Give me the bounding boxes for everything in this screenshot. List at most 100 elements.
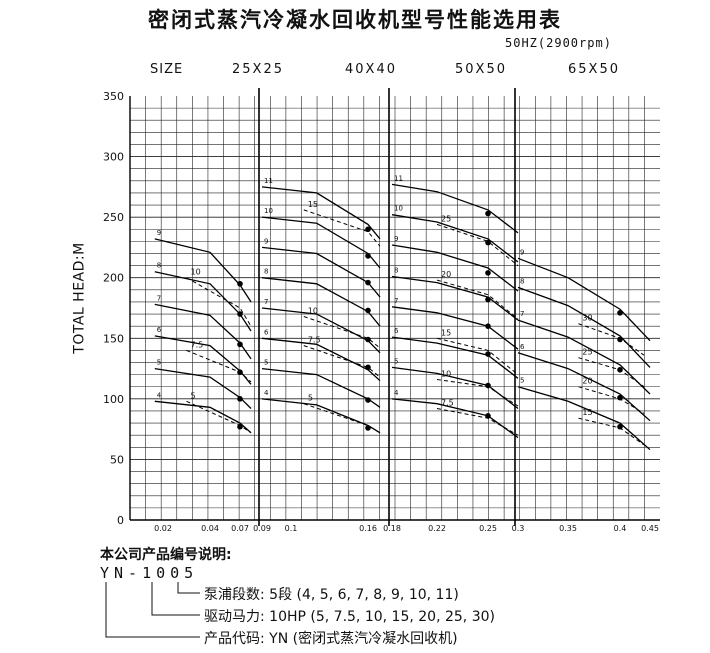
head-curve — [261, 367, 381, 408]
y-tick-label: 100 — [103, 393, 124, 406]
power-limit-line — [303, 316, 381, 349]
operating-point — [485, 413, 491, 419]
power-label: 15 — [441, 328, 451, 337]
head-curve — [391, 214, 519, 263]
head-curve — [391, 306, 519, 350]
y-tick-label: 250 — [103, 211, 124, 224]
connector-line-stages — [177, 582, 200, 594]
operating-point — [485, 323, 491, 329]
head-curve — [517, 286, 651, 368]
y-tick-label: 350 — [103, 90, 124, 103]
power-limit-line — [436, 279, 519, 320]
y-tick-label: 0 — [117, 514, 124, 527]
stage-label: 6 — [264, 328, 269, 336]
y-tick-label: 50 — [110, 453, 124, 466]
stage-label: 5 — [157, 359, 161, 367]
power-limit-line — [578, 417, 645, 446]
y-tick-label: 150 — [103, 332, 124, 345]
connector-line-power — [151, 582, 200, 616]
y-tick-label: 200 — [103, 272, 124, 285]
stage-label: 6 — [157, 326, 162, 334]
operating-point — [485, 296, 491, 303]
power-label: 7.5 — [308, 336, 321, 345]
operating-point — [365, 425, 371, 431]
stage-label: 5 — [394, 357, 398, 365]
operating-point — [617, 394, 623, 401]
x-tick-label: 0.18 — [383, 524, 401, 533]
power-label: 20 — [582, 377, 592, 386]
x-tick-label: 0.04 — [201, 524, 219, 533]
stage-label: 11 — [394, 174, 403, 182]
head-curve — [517, 352, 651, 422]
power-label: 7.5 — [441, 399, 454, 408]
operating-point — [485, 382, 491, 389]
chart-title: 密闭式蒸汽冷凝水回收机型号性能选用表 — [148, 8, 562, 32]
operating-point — [485, 239, 491, 246]
head-curve — [517, 319, 651, 395]
head-curve — [154, 303, 252, 360]
power-label: 25 — [441, 214, 451, 223]
power-label: 10 — [191, 268, 201, 277]
connector-line-product-code — [105, 582, 200, 638]
size-column-label: 65X50 — [568, 62, 620, 77]
x-tick-label: 0.3 — [512, 524, 525, 533]
head-curve — [391, 336, 519, 379]
power-limit-line — [436, 408, 519, 436]
stage-label: 4 — [264, 389, 269, 397]
operating-point — [617, 366, 623, 373]
stage-label: 5 — [264, 359, 268, 367]
stage-label: 9 — [520, 248, 524, 256]
head-curve — [261, 246, 381, 298]
x-tick-label: 0.07 — [231, 524, 249, 533]
operating-point — [617, 423, 623, 430]
x-tick-label: 0.25 — [479, 524, 497, 533]
power-label: 5 — [308, 394, 313, 403]
head-curve — [154, 238, 252, 303]
stage-label: 8 — [394, 267, 398, 275]
stage-label: 7 — [264, 298, 268, 306]
operating-point — [237, 311, 243, 317]
chart-subtitle: 50HZ(2900rpm) — [505, 36, 612, 50]
performance-chart: 0 50 100 150 200 250 300 350 0.02 0.04 0.07 0.09 0.1… — [103, 88, 660, 533]
stage-label: 9 — [157, 229, 161, 237]
head-curve — [261, 277, 381, 327]
stage-label: 6 — [394, 327, 399, 335]
operating-point — [617, 336, 623, 343]
power-label: 25 — [582, 348, 592, 357]
power-label: 20 — [441, 270, 451, 279]
x-tick-label: 0.02 — [154, 524, 172, 533]
head-curve — [154, 367, 252, 409]
operating-point — [237, 280, 243, 287]
power-limit-line — [303, 403, 381, 434]
legend-heading: 本公司产品编号说明: — [100, 547, 232, 563]
legend-connector-lines — [105, 582, 200, 638]
power-label: 10 — [308, 306, 318, 315]
operating-point — [365, 253, 371, 259]
operating-point — [237, 341, 243, 348]
model-code-legend: 本公司产品编号说明: YN-1005 泵浦段数: 5段 (4, 5, 6, 7,… — [100, 544, 700, 649]
power-limit-line — [303, 345, 381, 378]
stage-label: 9 — [264, 237, 268, 245]
power-limit-line — [436, 337, 519, 375]
x-tick-label: 0.22 — [428, 524, 446, 533]
head-curve — [154, 400, 252, 434]
operating-point — [617, 310, 623, 316]
stage-label: 10 — [264, 207, 273, 215]
operating-point — [237, 396, 243, 402]
power-label: 15 — [308, 200, 318, 209]
x-tick-label: 0.35 — [559, 524, 577, 533]
head-curve — [261, 186, 381, 240]
operating-point — [485, 270, 491, 276]
operating-point — [365, 226, 371, 233]
size-column-label: 40X40 — [345, 62, 397, 77]
head-curve — [391, 366, 519, 410]
y-tick-label: 300 — [103, 151, 124, 164]
size-label: SIZE — [150, 62, 184, 77]
operating-point — [365, 397, 371, 403]
operating-point — [365, 364, 371, 371]
stage-label: 10 — [394, 205, 403, 213]
head-curve — [517, 386, 651, 451]
power-label: 5 — [191, 391, 196, 400]
operating-point — [485, 210, 491, 217]
head-curve — [391, 275, 519, 321]
